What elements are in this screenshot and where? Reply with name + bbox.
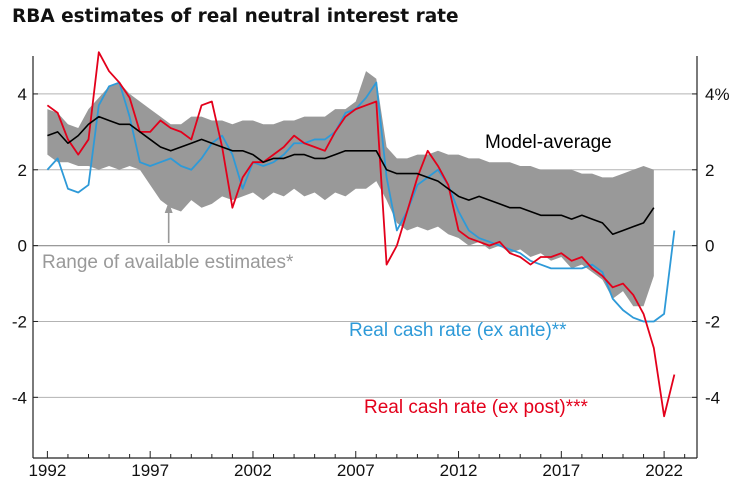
annotation-range: Range of available estimates* — [42, 252, 294, 273]
series-layer — [46, 51, 676, 418]
y-tick-label-left: -4 — [12, 388, 27, 407]
x-tick-label: 1992 — [28, 461, 66, 480]
y-tick-label-right: -4 — [705, 388, 720, 407]
x-tick-label: 2022 — [645, 461, 683, 480]
annotation-model-average: Model-average — [485, 132, 612, 153]
y-tick-label-right: 0 — [705, 237, 714, 256]
x-tick-label: 2017 — [542, 461, 580, 480]
x-tick-label: 2002 — [234, 461, 272, 480]
y-tick-label-left: 2 — [18, 161, 27, 180]
annotation-ex-post: Real cash rate (ex post)*** — [364, 397, 588, 418]
series-ex-post — [46, 51, 676, 418]
series-model-average — [47, 115, 655, 236]
axes — [32, 56, 698, 459]
tick-labels: 1992 1997 2002 2007 2012 2017 2022 4 2 0 -2 -4 4% 2 0 -… — [12, 85, 730, 480]
x-tick-label: 2007 — [337, 461, 375, 480]
y-tick-label-left: 0 — [18, 237, 27, 256]
x-tick-label: 1997 — [131, 461, 169, 480]
y-tick-label-right: 4% — [705, 85, 730, 104]
annotation-ex-ante: Real cash rate (ex ante)** — [349, 320, 567, 341]
y-tick-label-right: -2 — [705, 312, 720, 331]
y-tick-label-left: -2 — [12, 312, 27, 331]
x-tick-label: 2012 — [440, 461, 478, 480]
annotations: Model-average Range of available estimat… — [42, 132, 612, 418]
series-ex-ante — [46, 81, 676, 323]
chart-title: RBA estimates of real neutral interest r… — [12, 6, 459, 27]
y-tick-label-right: 2 — [705, 161, 714, 180]
range-arrow-head — [164, 202, 173, 213]
y-tick-label-left: 4 — [18, 85, 27, 104]
